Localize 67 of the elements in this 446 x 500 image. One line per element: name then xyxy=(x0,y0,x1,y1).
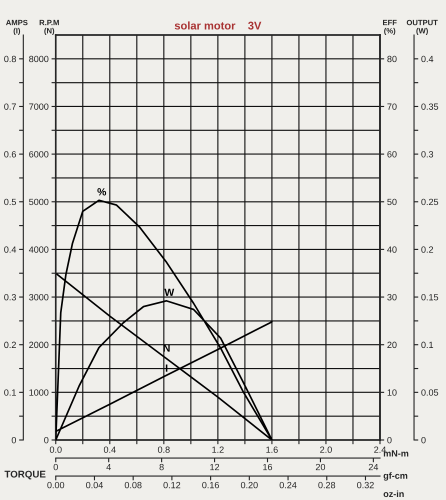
y2-tick-label: 0.25 xyxy=(421,198,438,206)
x2-tick-label: 0.28 xyxy=(318,482,336,488)
y-tick-label: 1000 xyxy=(29,389,48,396)
y-tick-label: 30 xyxy=(387,294,397,300)
y-tick-label: 70 xyxy=(387,103,397,110)
x-axis-title: mN-m xyxy=(384,450,408,457)
x-tick-label: 0.0 xyxy=(50,446,62,453)
y2-tick-label: 0.7 xyxy=(4,103,16,110)
y2-tick-label: 0.15 xyxy=(421,294,438,300)
y-tick-label: 3000 xyxy=(29,294,48,300)
y-tick-label: 8000 xyxy=(29,56,48,62)
y2-tick-label: 0.3 xyxy=(4,294,16,300)
series-label: W xyxy=(164,288,174,296)
series-label: % xyxy=(97,188,106,196)
y-tick-label: 2000 xyxy=(29,342,48,348)
y2-tick-label: 0.8 xyxy=(4,56,16,62)
x2-tick-label: 24 xyxy=(368,464,378,470)
x2-tick-label: 0.08 xyxy=(124,482,142,488)
x2-tick-label: 16 xyxy=(263,464,272,470)
x2-tick-label: 0.00 xyxy=(47,482,64,488)
x-tick-label: 1.2 xyxy=(212,446,224,453)
text: TORQUE xyxy=(4,470,46,480)
y-tick-label: 0 xyxy=(44,436,48,444)
x-tick-label: 1.6 xyxy=(266,446,278,453)
y2-tick-label: 0.6 xyxy=(4,151,16,158)
y-tick-label: 0 xyxy=(387,436,392,444)
y-tick-label: 6000 xyxy=(29,151,48,158)
x2-tick-label: 0.04 xyxy=(86,482,103,488)
y-tick-label: 40 xyxy=(387,246,397,253)
x2-tick-label: 0.12 xyxy=(163,482,180,488)
x2-tick-label: 0.20 xyxy=(240,482,258,488)
x2-tick-label: 4 xyxy=(106,464,111,470)
x2-axis-title: gf-cm xyxy=(384,472,408,481)
x2-tick-label: 0.16 xyxy=(202,482,219,488)
x2-tick-label: 0.32 xyxy=(357,482,374,488)
y2-tick-label: 0 xyxy=(12,436,16,444)
y2-tick-label: 0.35 xyxy=(421,103,438,110)
y2-tick-label: 0.2 xyxy=(4,342,16,348)
x2-axis-title: oz-in xyxy=(384,490,404,498)
y2-tick-label: 0.1 xyxy=(421,342,434,348)
x2-tick-label: 20 xyxy=(316,464,326,470)
x2-tick-label: 0 xyxy=(54,464,58,470)
y-tick-label: 5000 xyxy=(29,198,48,206)
y-tick-label: 50 xyxy=(387,198,397,206)
x-tick-label: 2.4 xyxy=(374,446,386,453)
y-tick-label: 80 xyxy=(387,56,397,62)
y-tick-label: 7000 xyxy=(29,103,48,110)
x2-tick-label: 12 xyxy=(210,464,220,470)
y2-tick-label: 0.2 xyxy=(421,246,434,253)
y-tick-label: 20 xyxy=(387,342,397,348)
series-label: I xyxy=(166,364,168,372)
x-tick-label: 0.8 xyxy=(158,446,170,453)
y-tick-label: 10 xyxy=(388,389,397,396)
chart-title: solar motor 3V xyxy=(174,21,262,30)
y2-tick-label: 0.4 xyxy=(4,246,16,253)
x2-tick-label: 0.24 xyxy=(280,482,297,488)
y-tick-label: 60 xyxy=(387,151,397,158)
y-tick-label: 4000 xyxy=(28,246,48,253)
y2-tick-label: 0.05 xyxy=(421,389,438,396)
y2-tick-label: 0.1 xyxy=(4,389,16,396)
x2-tick-label: 8 xyxy=(160,464,164,470)
x-tick-label: 2.0 xyxy=(320,446,332,453)
x-tick-label: 0.4 xyxy=(104,446,116,453)
y2-tick-label: 0.3 xyxy=(421,151,434,158)
y2-tick-label: 0 xyxy=(421,436,426,444)
y2-tick-label: 0.4 xyxy=(421,56,434,62)
y2-tick-label: 0.5 xyxy=(4,198,16,206)
